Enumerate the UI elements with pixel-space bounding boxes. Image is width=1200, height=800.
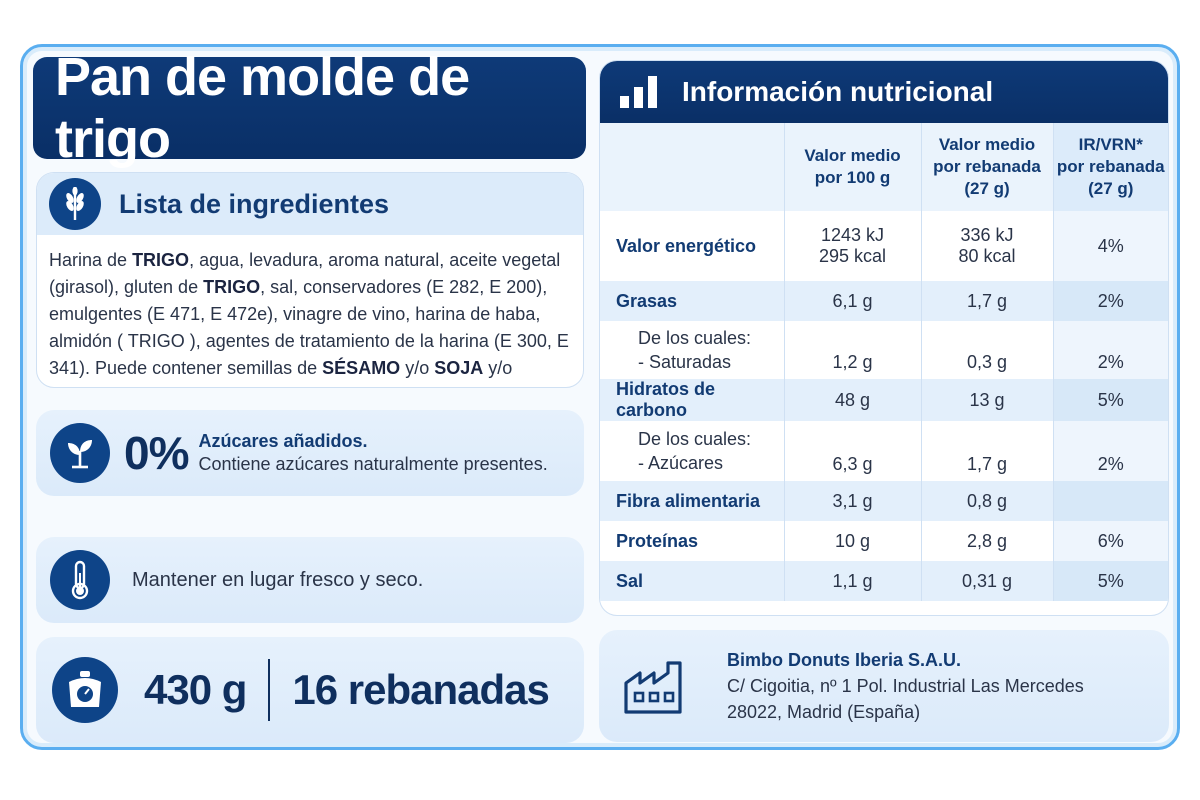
wheat-icon xyxy=(49,178,101,230)
nutrition-header-row: Valor medio por 100 g Valor medio por reba… xyxy=(600,123,1168,211)
nutrient-label: Proteínas xyxy=(616,530,699,551)
value-per-100g: 1,1 g xyxy=(783,561,921,601)
value-per-slice: 0,31 g xyxy=(920,561,1053,601)
product-title: Pan de molde de trigo xyxy=(33,47,586,169)
nutrition-row: Proteínas 10 g 2,8 g 6% xyxy=(600,521,1168,561)
nutrient-label: Hidratos de carbono xyxy=(600,379,784,421)
nutrition-row: Hidratos de carbono 48 g 13 g 5% xyxy=(600,379,1168,421)
column-header-nutrient xyxy=(600,123,784,211)
sugar-percent: 0% xyxy=(124,427,189,479)
nutrition-row: De los cuales: - Saturadas 1,2 g 0,3 g 2% xyxy=(600,321,1168,379)
nutrient-label: De los cuales: - Saturadas xyxy=(638,328,752,372)
company-text: Bimbo Donuts Iberia S.A.U. C/ Cigoitia, … xyxy=(727,647,1084,725)
sugar-description: Contiene azúcares naturalmente presentes… xyxy=(198,454,548,474)
nutrient-label: Fibra alimentaria xyxy=(600,481,784,521)
ingredients-segment: , agua, levadura, aroma natural, aceite … xyxy=(49,250,561,297)
nutrition-row: Valor energético 1243 kJ 295 kcal 336 kJ 80 … xyxy=(600,211,1168,281)
allergen-highlight: TRIGO xyxy=(132,250,190,270)
allergen-highlight: TRIGO xyxy=(203,277,261,297)
ingredients-heading: Lista de ingredientes xyxy=(119,188,390,219)
ingredients-segment: y/o xyxy=(400,358,435,378)
company-address-line1: C/ Cigoitia, nº 1 Pol. Industrial Las Me… xyxy=(727,676,1084,696)
value-per-100g: 1243 kJ 295 kcal xyxy=(783,211,921,281)
nutrient-label: Grasas xyxy=(600,281,784,321)
value-ir-vrn: 5% xyxy=(1052,561,1168,601)
column-header-ir-vrn: IR/VRN* por rebanada (27 g) xyxy=(1052,123,1168,211)
value-ir-vrn: 4% xyxy=(1052,211,1168,281)
leaf-icon xyxy=(50,423,110,483)
nutrition-row: Grasas 6,1 g 1,7 g 2% xyxy=(600,281,1168,321)
weight-panel: 430 g 16 rebanadas xyxy=(36,637,584,743)
sugar-panel: 0% Azúcares añadidos. Contiene azúcares … xyxy=(36,410,584,496)
ingredients-segment: y/o xyxy=(483,358,513,378)
factory-icon xyxy=(624,661,682,714)
company-panel: Bimbo Donuts Iberia S.A.U. C/ Cigoitia, … xyxy=(599,630,1169,742)
weight-divider xyxy=(268,659,271,721)
value-ir-vrn: 2% xyxy=(1052,421,1168,481)
value-per-slice: 13 g xyxy=(920,379,1053,421)
nutrition-row: De los cuales: - Azúcares 6,3 g 1,7 g 2% xyxy=(600,421,1168,481)
value-per-slice: 1,7 g xyxy=(920,281,1053,321)
column-header-per-100g: Valor medio por 100 g xyxy=(783,123,921,211)
net-weight: 430 g xyxy=(144,666,247,713)
scale-icon xyxy=(52,657,118,723)
ingredients-text: Harina de TRIGO, agua, levadura, aroma n… xyxy=(37,235,583,387)
nutrient-label: De los cuales: - Azúcares xyxy=(638,429,752,473)
value-ir-vrn: 6% xyxy=(1052,521,1168,561)
value-per-100g: 1,2 g xyxy=(783,321,921,379)
sugar-text-block: Azúcares añadidos. Contiene azúcares nat… xyxy=(198,430,547,476)
sugar-title: Azúcares añadidos. xyxy=(198,431,368,451)
value-per-slice: 2,8 g xyxy=(920,521,1053,561)
nutrition-heading: Información nutricional xyxy=(682,76,994,107)
value-per-slice: 0,8 g xyxy=(920,481,1053,521)
ingredients-panel: Lista de ingredientes Harina de TRIGO, a… xyxy=(36,172,584,388)
value-per-100g: 48 g xyxy=(783,379,921,421)
storage-panel: Mantener en lugar fresco y seco. xyxy=(36,537,584,623)
value-per-slice: 1,7 g xyxy=(920,421,1053,481)
ingredients-header: Lista de ingredientes xyxy=(37,173,583,235)
allergen-highlight: SOJA xyxy=(434,358,484,378)
nutrient-label: Sal xyxy=(600,561,784,601)
ingredients-segment: . xyxy=(137,385,142,387)
nutrition-header: Información nutricional xyxy=(600,61,1168,123)
value-ir-vrn xyxy=(1052,481,1168,521)
nutrition-row: Fibra alimentaria 3,1 g 0,8 g xyxy=(600,481,1168,521)
column-header-per-slice: Valor medio por rebanada (27 g) xyxy=(920,123,1053,211)
value-per-slice: 0,3 g xyxy=(920,321,1053,379)
thermometer-icon xyxy=(50,550,110,610)
nutrition-table: Valor medio por 100 g Valor medio por reba… xyxy=(600,123,1168,601)
nutrient-label: Valor energético xyxy=(616,235,757,256)
company-address-line2: 28022, Madrid (España) xyxy=(727,702,921,722)
allergen-highlight: MOSTAZA xyxy=(49,385,137,387)
value-ir-vrn: 2% xyxy=(1052,321,1168,379)
bar-chart-icon xyxy=(620,76,657,108)
value-per-100g: 6,1 g xyxy=(783,281,921,321)
value-ir-vrn: 5% xyxy=(1052,379,1168,421)
allergen-highlight: SÉSAMO xyxy=(322,358,401,378)
value-per-100g: 3,1 g xyxy=(783,481,921,521)
storage-text: Mantener en lugar fresco y seco. xyxy=(132,568,424,591)
ingredients-segment: Harina de xyxy=(49,250,133,270)
value-per-100g: 10 g xyxy=(783,521,921,561)
company-name: Bimbo Donuts Iberia S.A.U. xyxy=(727,650,962,670)
slice-count: 16 rebanadas xyxy=(292,666,549,713)
value-ir-vrn: 2% xyxy=(1052,281,1168,321)
nutrition-row: Sal 1,1 g 0,31 g 5% xyxy=(600,561,1168,601)
nutrition-panel: Información nutricional Valor medio por 1… xyxy=(599,60,1169,616)
value-per-slice: 336 kJ 80 kcal xyxy=(920,211,1053,281)
ingredients-segment: , sal, conservadores (E 282, E 200), emu… xyxy=(49,277,569,378)
value-per-100g: 6,3 g xyxy=(783,421,921,481)
